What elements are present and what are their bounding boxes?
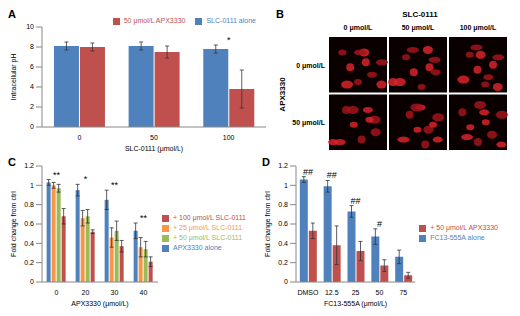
svg-text:40: 40 (140, 289, 148, 296)
html-text:SLC-0111 alone: SLC-0111 alone (206, 17, 256, 24)
svg-text:0.6: 0.6 (278, 220, 288, 227)
svg-text:Intracellular pH: Intracellular pH (10, 53, 18, 100)
svg-text:50: 50 (150, 134, 158, 141)
svg-text:0.8: 0.8 (278, 201, 288, 208)
svg-text:0.2: 0.2 (278, 259, 288, 266)
html-text:+ 50 μmol/L SLC-0111: + 50 μmol/L SLC-0111 (173, 234, 243, 241)
svg-text:##: ## (327, 170, 337, 180)
svg-text:4: 4 (30, 83, 34, 90)
svg-text:30: 30 (111, 289, 119, 296)
svg-text:SLC-0111: SLC-0111 (402, 10, 438, 19)
html-text:+ 50 μmol/L APX3330: + 50 μmol/L APX3330 (430, 224, 498, 231)
html-text:B: B (276, 8, 284, 20)
svg-text:0 μmol/L: 0 μmol/L (344, 24, 374, 32)
svg-text:Fold change from ctrl: Fold change from ctrl (10, 191, 18, 257)
svg-text:1: 1 (284, 182, 288, 189)
html-text:+ 25 μmol/L SLC-0111: + 25 μmol/L SLC-0111 (173, 224, 243, 231)
svg-text:0: 0 (30, 278, 34, 285)
svg-text:25: 25 (352, 289, 360, 296)
svg-text:10: 10 (26, 23, 34, 30)
svg-text:8: 8 (30, 43, 34, 50)
html-text:APX3330 alone: APX3330 alone (173, 244, 222, 251)
html-text:FC13-555A alone: FC13-555A alone (430, 234, 485, 241)
svg-text:1.2: 1.2 (278, 162, 288, 169)
svg-text:*: * (84, 174, 88, 184)
svg-text:0.2: 0.2 (24, 259, 34, 266)
svg-text:50 μmol/L: 50 μmol/L (402, 24, 435, 32)
svg-text:**: ** (140, 213, 148, 223)
svg-text:0: 0 (55, 289, 59, 296)
svg-text:APX3330 (μmol/L): APX3330 (μmol/L) (71, 300, 128, 308)
svg-text:APX3330: APX3330 (278, 77, 287, 112)
svg-text:0.6: 0.6 (24, 220, 34, 227)
svg-text:100: 100 (223, 134, 235, 141)
html-text:A: A (8, 8, 16, 20)
html-text:D: D (262, 156, 270, 168)
html-text:C: C (8, 156, 16, 168)
svg-text:1.2: 1.2 (24, 162, 34, 169)
html-text:50 μmol/L APX3330: 50 μmol/L APX3330 (123, 17, 186, 24)
svg-text:2: 2 (30, 103, 34, 110)
svg-text:0: 0 (284, 278, 288, 285)
svg-text:50 μmol/L: 50 μmol/L (292, 119, 325, 127)
svg-text:0.8: 0.8 (24, 201, 34, 208)
svg-text:0.4: 0.4 (278, 240, 288, 247)
svg-text:0: 0 (77, 134, 81, 141)
svg-text:12.5: 12.5 (325, 289, 339, 296)
svg-text:20: 20 (82, 289, 90, 296)
svg-text:##: ## (351, 196, 361, 206)
svg-text:0.4: 0.4 (24, 240, 34, 247)
svg-text:#: # (377, 219, 382, 229)
svg-text:50: 50 (376, 289, 384, 296)
svg-text:Fold change from ctrl: Fold change from ctrl (264, 191, 272, 257)
svg-text:DMSO: DMSO (297, 289, 319, 296)
svg-text:##: ## (303, 167, 313, 177)
svg-text:**: ** (111, 180, 119, 190)
svg-text:0: 0 (30, 123, 34, 130)
svg-text:**: ** (53, 170, 61, 180)
svg-text:100 μmol/L: 100 μmol/L (460, 24, 497, 32)
svg-text:75: 75 (399, 289, 407, 296)
svg-text:0 μmol/L: 0 μmol/L (296, 62, 326, 70)
html-text:+ 100 μmol/L SLC-0111: + 100 μmol/L SLC-0111 (173, 214, 246, 221)
svg-text:6: 6 (30, 63, 34, 70)
svg-text:SLC-0111 (μmol/L): SLC-0111 (μmol/L) (125, 145, 183, 153)
svg-text:1: 1 (30, 182, 34, 189)
svg-text:*: * (227, 35, 231, 45)
svg-text:FC13-555A (μmol/L): FC13-555A (μmol/L) (324, 300, 387, 308)
